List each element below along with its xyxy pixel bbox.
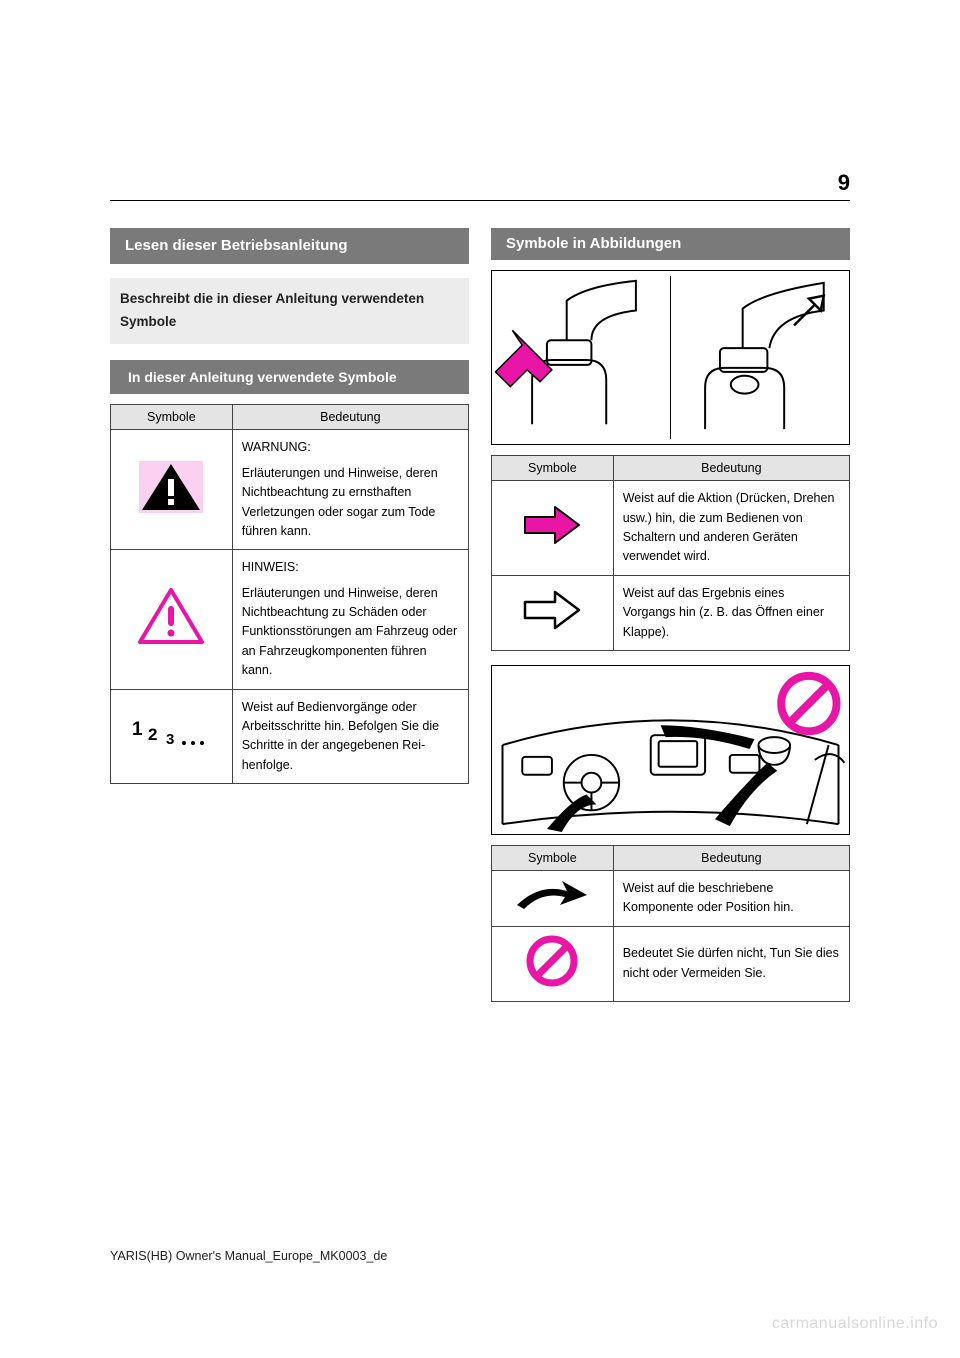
page-content: Lesen dieser Betriebsanlei­tung Beschrei…: [110, 200, 850, 1002]
left-column: Lesen dieser Betriebsanlei­tung Beschrei…: [110, 228, 469, 1002]
notice-text: Erläuterungen und Hin­weise, deren Nicht…: [242, 584, 459, 681]
symbols-table-left: Symbole Bedeutung: [110, 404, 469, 784]
outline-arrow-icon: [517, 586, 587, 640]
notice-icon-cell: [111, 550, 233, 689]
section-title-left: Lesen dieser Betriebsanlei­tung: [110, 228, 469, 264]
filled-arrow-cell: [492, 481, 614, 576]
outline-arrow-meaning: Weist auf das Ergebnis eines Vorgangs hi…: [613, 575, 849, 650]
table-row: Weist auf die Aktion (Drücken, Drehen us…: [492, 481, 850, 576]
outline-arrow-cell: [492, 575, 614, 650]
th-bedeutung: Bedeutung: [613, 845, 849, 870]
notice-title: HINWEIS:: [242, 558, 459, 577]
page-number: 9: [838, 170, 850, 196]
filled-arrow-meaning: Weist auf die Aktion (Drücken, Drehen us…: [613, 481, 849, 576]
steps-text: Weist auf Bedienvorgänge oder Arbeitssch…: [242, 698, 459, 776]
warning-title: WARNUNG:: [242, 438, 459, 457]
steps-meaning: Weist auf Bedienvorgänge oder Arbeitssch…: [232, 689, 468, 784]
swoosh-arrow-meaning: Weist auf die beschrie­bene Komponente o…: [613, 870, 849, 926]
svg-text:3: 3: [166, 731, 174, 748]
th-symbole: Symbole: [492, 456, 614, 481]
warning-text: Erläuterungen und Hin­weise, deren Nicht…: [242, 464, 459, 542]
prohibit-icon: [522, 931, 582, 997]
notice-meaning: HINWEIS: Erläuterungen und Hin­weise, de…: [232, 550, 468, 689]
warning-meaning: WARNUNG: Erläuterungen und Hin­weise, de…: [232, 430, 468, 550]
th-symbole: Symbole: [111, 405, 233, 430]
prohibit-meaning: Bedeutet Sie dürfen nicht, Tun Sie dies …: [613, 926, 849, 1001]
table-row: Bedeutet Sie dürfen nicht, Tun Sie dies …: [492, 926, 850, 1001]
th-symbole: Symbole: [492, 845, 614, 870]
warning-icon-cell: [111, 430, 233, 550]
arrows-table: Symbole Bedeutung Weist auf: [491, 455, 850, 651]
th-bedeutung: Bedeutung: [232, 405, 468, 430]
th-bedeutung: Bedeutung: [613, 456, 849, 481]
section-intro: Beschreibt die in dieser Anlei­tung verw…: [110, 278, 469, 344]
steps-icon-cell: 1 2 3: [111, 689, 233, 784]
swoosh-arrow-cell: [492, 870, 614, 926]
two-column-layout: Lesen dieser Betriebsanlei­tung Beschrei…: [110, 228, 850, 1002]
notice-triangle-icon: [136, 586, 206, 652]
watermark: carmanualsonline.info: [772, 1315, 938, 1333]
right-column: Symbole in Abbildungen: [491, 228, 850, 1002]
table-row: Weist auf das Ergebnis eines Vorgangs hi…: [492, 575, 850, 650]
section-subheader-left: In dieser Anleitung verwendete Symbole: [110, 360, 469, 394]
seatbelt-illustration: [491, 270, 850, 445]
table-row: Weist auf die beschrie­bene Komponente o…: [492, 870, 850, 926]
component-table: Symbole Bedeutung Weist auf: [491, 845, 850, 1002]
svg-text:2: 2: [148, 725, 157, 744]
table-row: WARNUNG: Erläuterungen und Hin­weise, de…: [111, 430, 469, 550]
swoosh-arrow-icon: [512, 875, 592, 921]
dashboard-illustration: [491, 665, 850, 835]
footer-text: YARIS(HB) Owner's Manual_Europe_MK0003_d…: [110, 1249, 387, 1263]
table-row: 1 2 3 Weist auf Bedienvorgänge oder: [111, 689, 469, 784]
svg-text:1: 1: [132, 719, 143, 740]
section-title-right: Symbole in Abbildungen: [491, 228, 850, 260]
warning-triangle-icon: [136, 458, 206, 522]
filled-arrow-icon: [517, 501, 587, 555]
prohibit-cell: [492, 926, 614, 1001]
steps-123-icon: 1 2 3: [126, 713, 216, 759]
table-row: HINWEIS: Erläuterungen und Hin­weise, de…: [111, 550, 469, 689]
